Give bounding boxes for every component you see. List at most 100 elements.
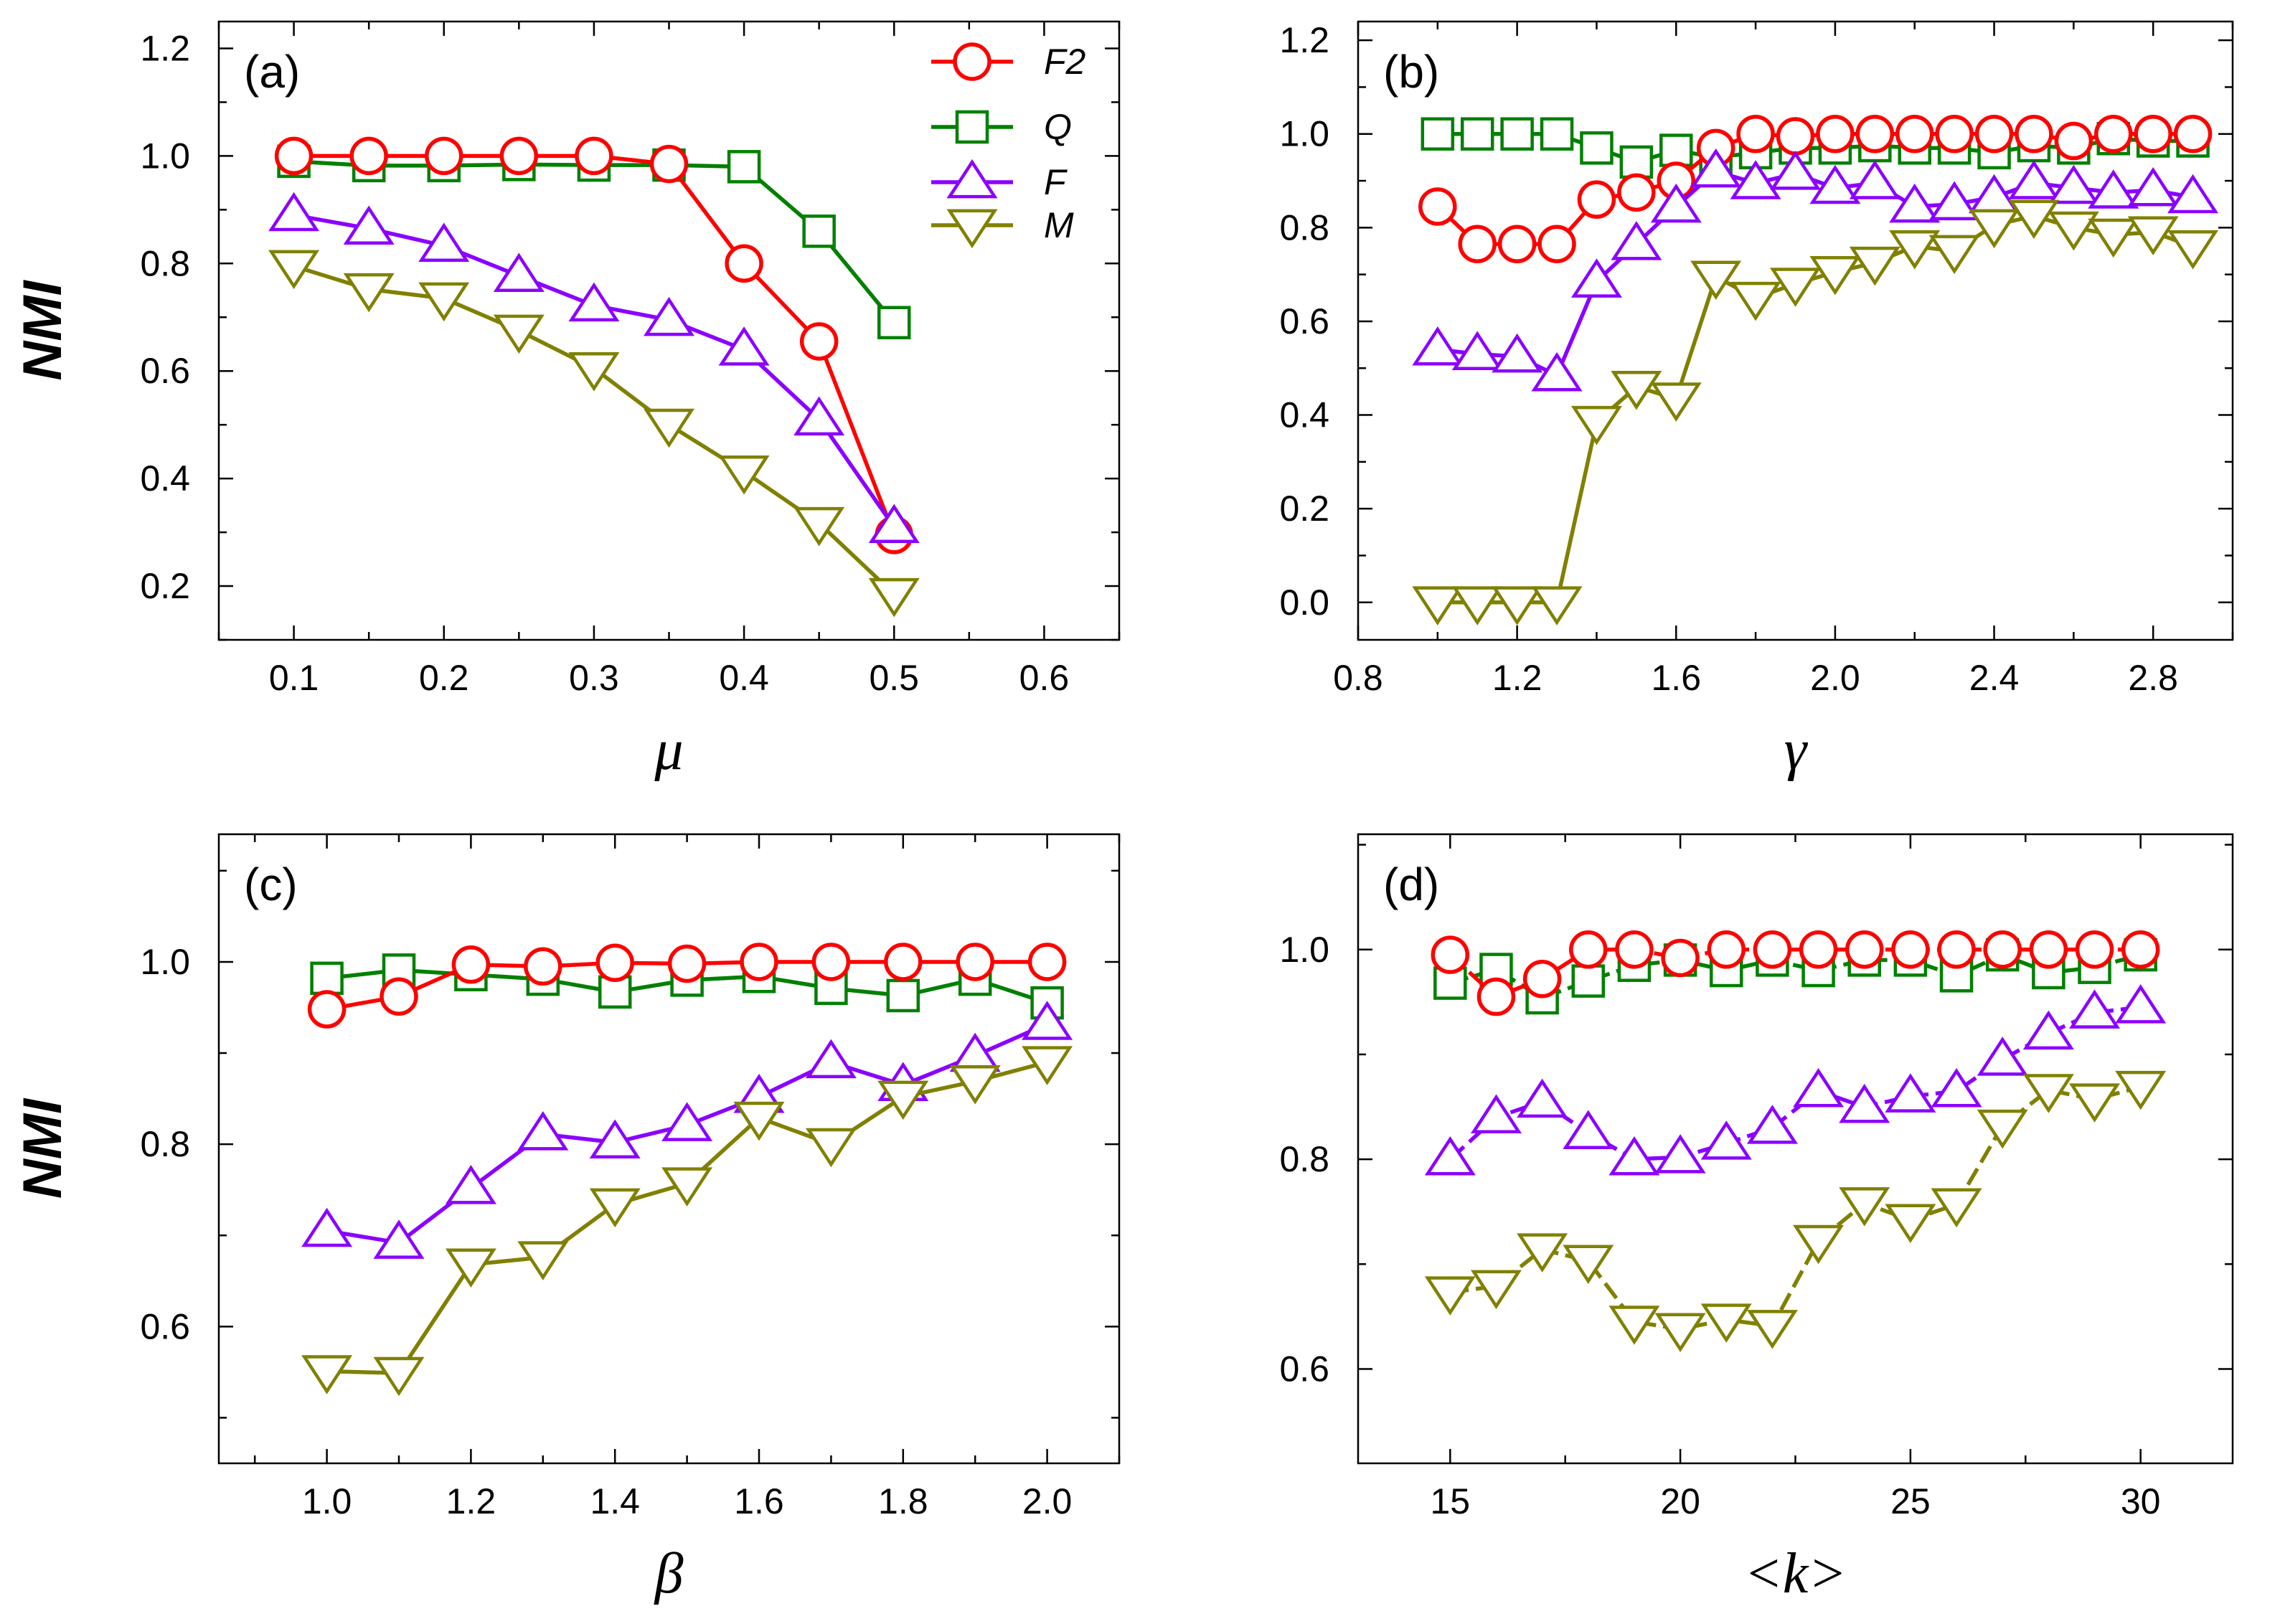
series-f [301, 1001, 1073, 1259]
data-point-q [1500, 117, 1534, 151]
legend-entry-f: F [931, 159, 1068, 202]
series-f2 [307, 943, 1067, 1029]
data-point-m [661, 1167, 713, 1207]
data-point-f2 [1617, 173, 1656, 212]
data-point-f2 [1458, 225, 1497, 263]
data-point-m [643, 408, 695, 448]
x-tick-label: 1.8 [878, 1481, 928, 1521]
x-tick-label: 1.0 [302, 1481, 352, 1521]
data-point-f2 [1418, 187, 1457, 226]
legend: F2 QFM [931, 42, 1086, 249]
data-point-f2 [2121, 930, 2160, 969]
panel-label: (b) [1383, 46, 1439, 98]
data-point-m [1793, 1224, 1845, 1265]
data-point-f2 [380, 977, 418, 1016]
data-point-m [1769, 268, 1822, 307]
data-point-q [802, 214, 836, 248]
y-tick-label: 1.0 [140, 942, 190, 982]
data-point-f2 [1577, 180, 1616, 219]
data-point-f2 [1753, 930, 1792, 969]
data-point-f2 [2054, 121, 2093, 161]
y-axis-label: NMI [12, 279, 73, 380]
data-point-m [1492, 586, 1543, 625]
plot-frame [1357, 833, 2234, 1465]
data-point-m [418, 282, 470, 322]
x-tick-label: 2.8 [2128, 658, 2178, 698]
data-point-f [1412, 326, 1464, 366]
y-tick-label: 0.4 [140, 458, 190, 499]
x-tick-label: 0.4 [719, 658, 769, 698]
data-point-f2 [1974, 114, 2014, 154]
data-point-f [2069, 989, 2121, 1029]
legend-marker [946, 159, 998, 199]
series-f [268, 192, 920, 544]
y-tick-label: 0.4 [1279, 395, 1329, 435]
data-point-f2 [1891, 930, 1930, 969]
data-point-f [1746, 1105, 1798, 1144]
data-point-m [805, 1128, 857, 1168]
x-tick-label: 0.2 [419, 658, 469, 698]
data-point-m [343, 273, 395, 313]
x-tick-label: 1.6 [734, 1481, 784, 1521]
y-tick-label: 1.0 [140, 136, 190, 176]
series-f2 [274, 136, 913, 554]
legend-marker [946, 209, 998, 249]
data-point-m [2048, 211, 2099, 251]
data-point-f2 [1537, 225, 1576, 263]
data-point-f [1928, 181, 1980, 221]
x-axis-label: μ [654, 719, 683, 782]
data-point-f [1650, 183, 1702, 223]
data-point-q [1619, 145, 1654, 179]
data-point-f [2008, 160, 2060, 199]
data-point-q [1540, 117, 1574, 151]
y-tick-label: 0.8 [140, 1124, 190, 1164]
data-point-q [1421, 117, 1455, 151]
data-point-f [1931, 1067, 1982, 1108]
data-point-f [517, 1111, 569, 1151]
data-point-q [886, 978, 920, 1013]
data-point-f2 [2015, 114, 2053, 154]
data-point-f [1563, 1110, 1614, 1149]
panel-label: (a) [244, 46, 300, 98]
data-point-m [445, 1248, 496, 1288]
data-point-f [1885, 1073, 1936, 1113]
data-point-m [268, 250, 320, 290]
legend-entry-f2: F2 [931, 42, 1086, 82]
data-point-m [1931, 1188, 1982, 1228]
x-axis-label: γ [1784, 719, 1809, 782]
data-point-f2 [667, 944, 707, 983]
series-line-f2 [1448, 948, 2141, 999]
x-tick-label: 30 [2121, 1481, 2161, 1521]
data-point-f2 [740, 943, 778, 981]
data-point-m [1531, 586, 1583, 625]
data-point-f2 [1522, 959, 1562, 999]
data-point-q [727, 150, 761, 184]
data-point-f2 [1799, 930, 1838, 969]
data-point-m [517, 1241, 569, 1280]
data-point-f2 [1476, 977, 1516, 1016]
data-point-f [1690, 148, 1742, 188]
data-point-m [2008, 199, 2060, 240]
data-point-m [1746, 1310, 1798, 1349]
data-point-m [2069, 1083, 2121, 1123]
series-line-q [1449, 953, 2142, 1000]
data-point-f [1517, 1078, 1568, 1118]
data-point-f2 [1845, 930, 1884, 969]
x-tick-label: 1.6 [1652, 658, 1702, 698]
legend-label: M [1044, 205, 1074, 245]
data-point-f [343, 205, 395, 245]
data-point-m [2115, 1070, 2167, 1110]
data-point-f2 [499, 136, 539, 176]
data-point-m [1889, 230, 1941, 270]
data-point-f2 [1497, 225, 1537, 263]
data-point-f [1977, 1037, 2028, 1076]
data-point-f2 [1707, 930, 1746, 969]
data-point-m [1809, 255, 1861, 296]
data-point-f2 [524, 947, 562, 986]
data-point-m [1611, 370, 1662, 410]
data-point-f [1969, 174, 2020, 214]
y-axis-label: NMI [12, 1097, 73, 1199]
data-point-f [1654, 1134, 1706, 1174]
data-point-m [1849, 246, 1900, 286]
series-m [268, 250, 920, 618]
